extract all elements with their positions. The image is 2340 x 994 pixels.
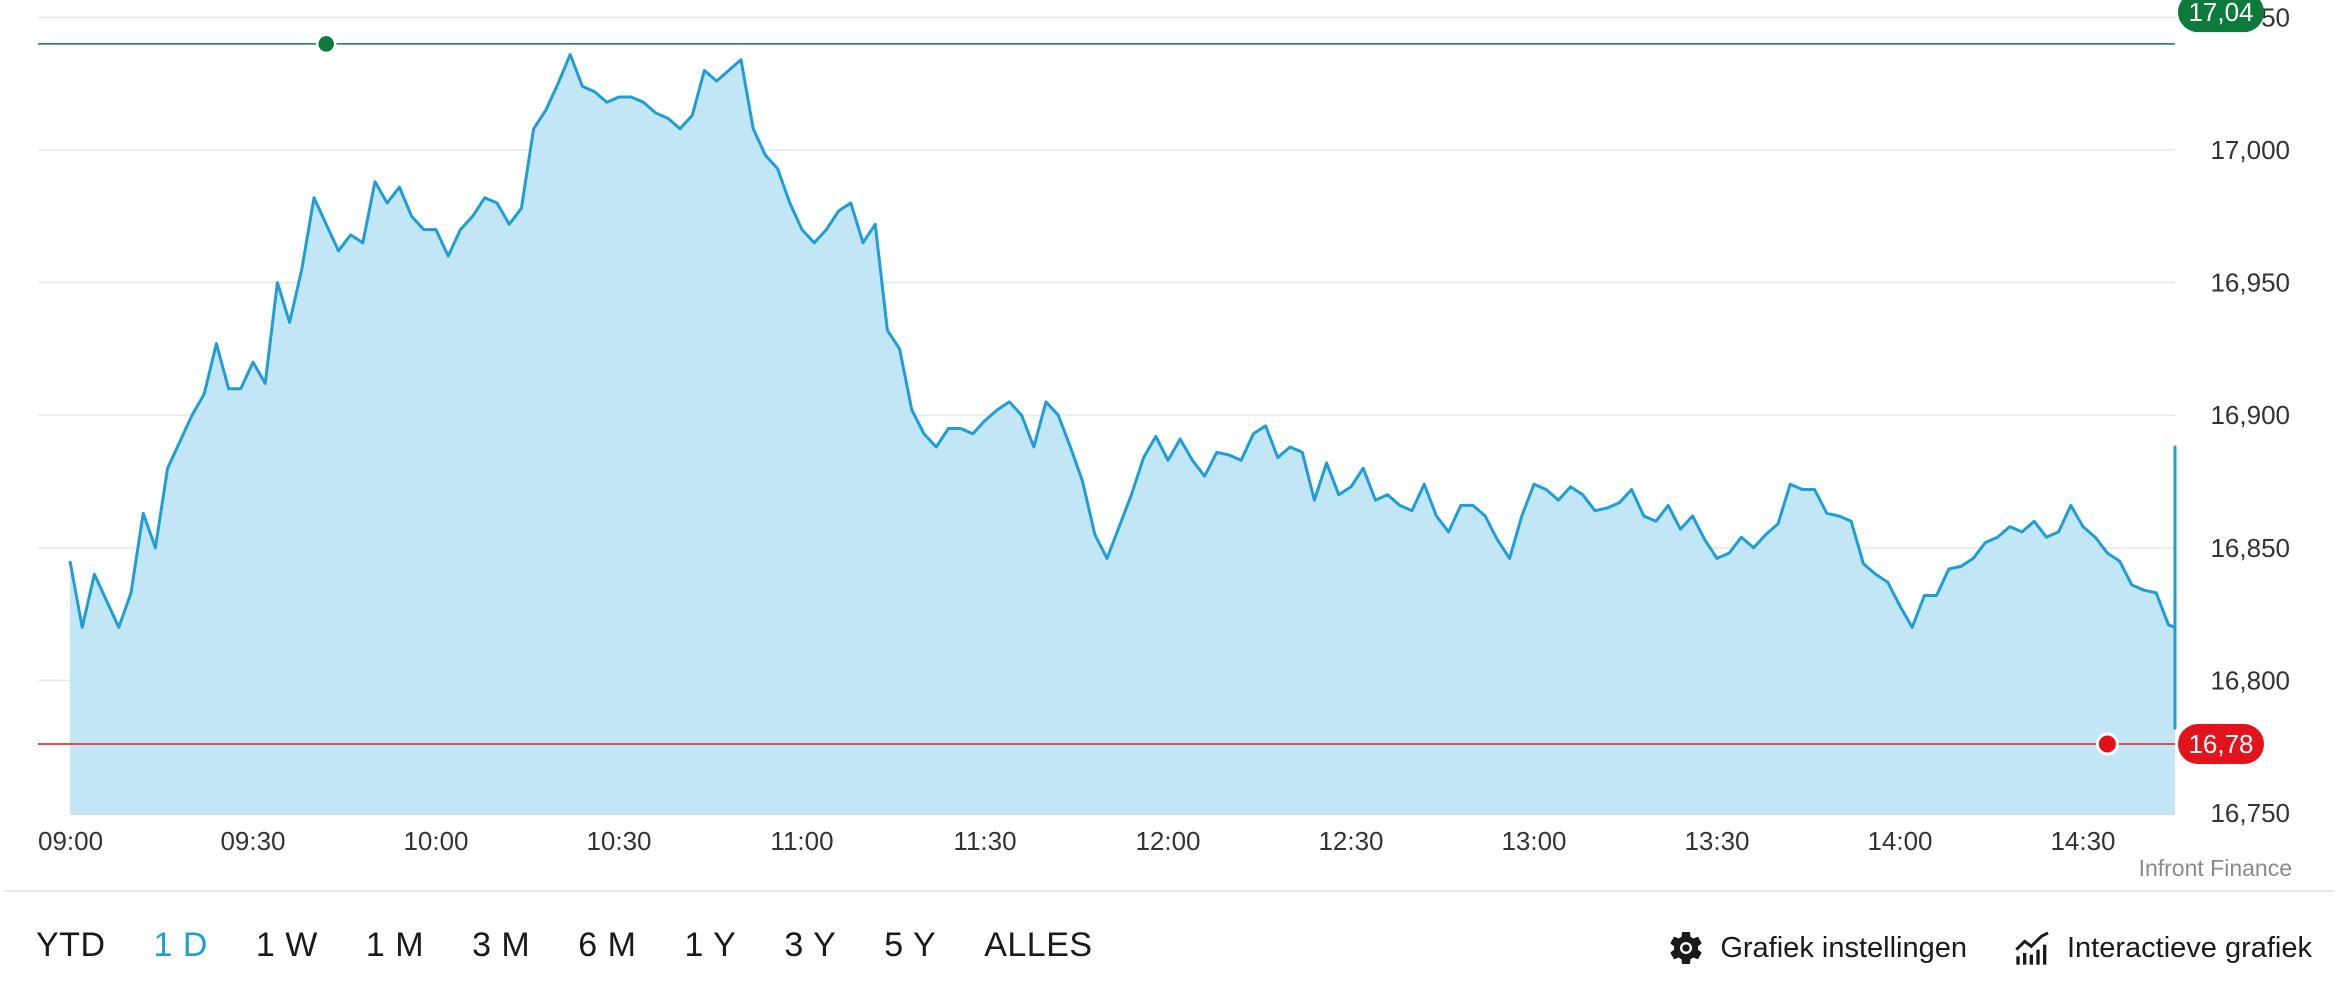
x-tick-label: 09:00 (38, 826, 103, 856)
range-button-1m[interactable]: 1 M (365, 925, 425, 964)
y-tick-label: 16,800 (2210, 665, 2290, 695)
chart-settings-button[interactable]: Grafiek instellingen (1666, 928, 1967, 968)
x-tick-label: 11:30 (953, 826, 1016, 856)
low-price-badge-label: 16,78 (2188, 729, 2253, 759)
x-tick-label: 14:00 (1867, 826, 1932, 856)
x-tick-label: 12:30 (1318, 826, 1383, 856)
y-axis-labels: 50 17,000 16,950 16,900 16,850 16,800 16,750 (2210, 2, 2290, 828)
y-tick-label: 17,000 (2210, 135, 2290, 165)
range-button-3m[interactable]: 3 M (472, 925, 531, 964)
interactive-chart-label: Interactieve grafiek (2066, 931, 2312, 964)
y-tick-label: 16,750 (2210, 798, 2290, 828)
x-tick-label: 10:30 (586, 826, 651, 856)
markers (315, 33, 2119, 756)
range-button-6m[interactable]: 6 M (578, 925, 637, 964)
price-area-fill (70, 54, 2175, 815)
x-tick-label: 13:30 (1684, 826, 1749, 856)
chart-actions: Grafiek instellingen Interactieve grafie… (1620, 920, 2312, 976)
low-price-badge: 16,78 (2178, 724, 2264, 765)
x-tick-label: 14:30 (2050, 826, 2115, 856)
price-badges: 17,04 16,78 (2178, 0, 2264, 765)
x-tick-label: 10:00 (403, 826, 468, 856)
gear-icon (1670, 931, 1702, 964)
price-line (68, 53, 2177, 730)
range-button-1y[interactable]: 1 Y (684, 925, 737, 964)
chart-settings-label: Grafiek instellingen (1720, 931, 1967, 964)
y-tick-label: 50 (2261, 2, 2290, 32)
x-tick-label: 13:00 (1501, 826, 1566, 856)
range-button-1d[interactable]: 1 D (153, 925, 208, 964)
time-range-selector: YTD 1 D 1 W 1 M 3 M 6 M 1 Y 3 Y 5 Y ALLES (36, 920, 1141, 970)
y-tick-label: 16,950 (2210, 268, 2290, 298)
x-tick-label: 09:30 (220, 826, 285, 856)
low-marker (2095, 732, 2119, 756)
high-price-badge-label: 17,04 (2188, 0, 2253, 27)
source-label: Infront Finance (2139, 855, 2292, 880)
x-axis-labels: 09:00 09:30 10:00 10:30 11:00 11:30 12:00 12:30… (38, 826, 2116, 856)
high-marker (315, 33, 337, 55)
y-tick-label: 16,850 (2210, 533, 2290, 563)
range-button-alles[interactable]: ALLES (984, 925, 1093, 964)
interactive-chart-button[interactable]: Interactieve grafiek (2013, 928, 2312, 968)
line-chart-icon (2015, 931, 2049, 965)
reference-lines (38, 43, 2175, 745)
range-button-1w[interactable]: 1 W (255, 925, 318, 964)
divider (4, 890, 2334, 892)
range-button-ytd[interactable]: YTD (36, 925, 106, 964)
high-price-badge: 17,04 (2178, 0, 2264, 33)
y-tick-label: 16,900 (2210, 400, 2290, 430)
x-tick-label: 11:00 (770, 826, 833, 856)
price-chart[interactable]: 50 17,000 16,950 16,900 16,850 16,800 16,750 0… (0, 0, 2340, 880)
range-button-3y[interactable]: 3 Y (784, 925, 837, 964)
x-tick-label: 12:00 (1135, 826, 1200, 856)
range-button-5y[interactable]: 5 Y (884, 925, 937, 964)
